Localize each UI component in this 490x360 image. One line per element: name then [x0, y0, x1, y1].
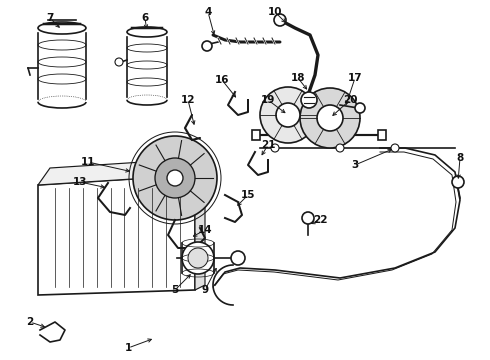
Circle shape	[302, 212, 314, 224]
Text: 12: 12	[181, 95, 195, 105]
Circle shape	[182, 242, 214, 274]
Text: 4: 4	[204, 7, 212, 17]
Circle shape	[301, 92, 317, 108]
Text: 21: 21	[261, 140, 275, 150]
Circle shape	[202, 41, 212, 51]
Text: 15: 15	[241, 190, 255, 200]
Text: 18: 18	[291, 73, 305, 83]
Circle shape	[133, 136, 217, 220]
Text: 3: 3	[351, 160, 359, 170]
Text: 2: 2	[26, 317, 34, 327]
Text: 8: 8	[456, 153, 464, 163]
Circle shape	[271, 144, 279, 152]
Polygon shape	[195, 158, 205, 290]
Circle shape	[155, 158, 195, 198]
Polygon shape	[38, 158, 205, 185]
Circle shape	[188, 248, 208, 268]
Text: 19: 19	[261, 95, 275, 105]
Text: 16: 16	[215, 75, 229, 85]
Bar	[252, 130, 260, 140]
Circle shape	[274, 14, 286, 26]
Circle shape	[231, 251, 245, 265]
Circle shape	[317, 105, 343, 131]
Text: 6: 6	[142, 13, 148, 23]
Text: 22: 22	[313, 215, 327, 225]
Circle shape	[452, 176, 464, 188]
Circle shape	[276, 103, 300, 127]
Circle shape	[336, 144, 344, 152]
Text: 1: 1	[124, 343, 132, 353]
Text: 7: 7	[47, 13, 54, 23]
Text: 20: 20	[343, 95, 357, 105]
Text: 5: 5	[172, 285, 179, 295]
Text: 10: 10	[268, 7, 282, 17]
Text: 13: 13	[73, 177, 87, 187]
Circle shape	[300, 88, 360, 148]
Circle shape	[391, 144, 399, 152]
Bar	[378, 130, 386, 140]
Circle shape	[260, 87, 316, 143]
Circle shape	[167, 170, 183, 186]
Text: 11: 11	[81, 157, 95, 167]
Text: 17: 17	[348, 73, 362, 83]
Circle shape	[115, 58, 123, 66]
Text: 14: 14	[197, 225, 212, 235]
Text: 9: 9	[201, 285, 209, 295]
Circle shape	[355, 103, 365, 113]
